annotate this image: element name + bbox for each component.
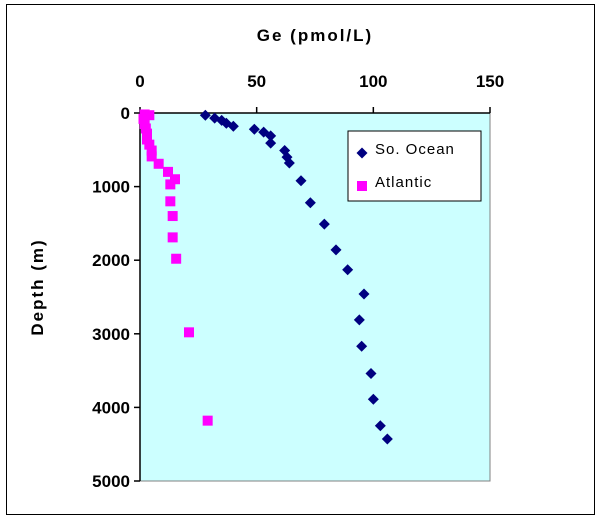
y-axis: 0 1000 2000 3000 4000 5000 [92, 104, 141, 491]
x-axis: 0 50 100 150 [135, 72, 504, 114]
ge-depth-chart: 0 50 100 150 0 1000 2000 3000 4000 5000 Ge (pmol… [28, 26, 504, 491]
data-point-square [163, 166, 173, 177]
legend-box [347, 130, 482, 202]
y-tick-label: 3000 [92, 325, 130, 344]
series-so-ocean [199, 109, 393, 445]
data-point-square [140, 123, 151, 134]
data-point-square [153, 158, 164, 169]
data-point-square [167, 232, 178, 243]
y-tick-label: 0 [121, 104, 130, 123]
data-point-square [144, 139, 155, 150]
data-point-square [171, 253, 182, 264]
data-point-diamond [304, 197, 316, 209]
legend: So. Ocean Atlantic [347, 130, 482, 202]
data-point-diamond [199, 109, 211, 121]
x-tick-label: 50 [247, 72, 266, 91]
data-point-diamond [358, 288, 370, 300]
data-point-diamond [283, 157, 295, 169]
legend-label: Atlantic [375, 174, 432, 191]
data-point-diamond [318, 218, 330, 230]
y-tick-label: 5000 [92, 472, 130, 491]
y-tick-label: 2000 [92, 251, 130, 270]
data-point-diamond [265, 130, 277, 142]
data-point-diamond [356, 340, 368, 352]
data-point-diamond [265, 137, 277, 149]
data-point-square [142, 134, 152, 145]
x-tick-label: 150 [476, 72, 504, 91]
data-point-square [184, 327, 194, 338]
data-point-diamond [342, 264, 354, 276]
data-point-square [142, 128, 152, 139]
x-axis-title: Ge (pmol/L) [257, 26, 373, 45]
data-point-diamond [295, 175, 307, 187]
data-point-square [165, 179, 176, 190]
data-point-square [144, 110, 155, 121]
series-layer [138, 109, 393, 445]
data-point-diamond [367, 393, 379, 405]
data-point-diamond [248, 123, 260, 135]
data-point-square [146, 151, 157, 162]
data-point-square [146, 145, 157, 156]
x-tick-label: 0 [135, 72, 144, 91]
legend-marker [357, 181, 367, 191]
y-axis-title: Depth (m) [28, 238, 47, 335]
y-tick-label: 4000 [92, 398, 130, 417]
data-point-square [165, 196, 176, 207]
data-point-square [167, 211, 178, 222]
data-point-diamond [381, 433, 393, 445]
data-point-diamond [330, 244, 342, 256]
data-point-diamond [374, 420, 386, 432]
x-tick-label: 100 [359, 72, 387, 91]
data-point-diamond [365, 368, 377, 380]
chart-frame: 0 50 100 150 0 1000 2000 3000 4000 5000 Ge (pmol… [6, 4, 595, 515]
data-point-diamond [227, 120, 239, 132]
data-point-square [170, 174, 180, 185]
data-point-diamond [353, 314, 365, 326]
legend-marker [356, 147, 368, 159]
legend-label: So. Ocean [375, 141, 455, 158]
data-point-square [138, 113, 149, 124]
data-point-square [202, 415, 213, 426]
series-atlantic [138, 109, 213, 426]
y-tick-label: 1000 [92, 178, 130, 197]
